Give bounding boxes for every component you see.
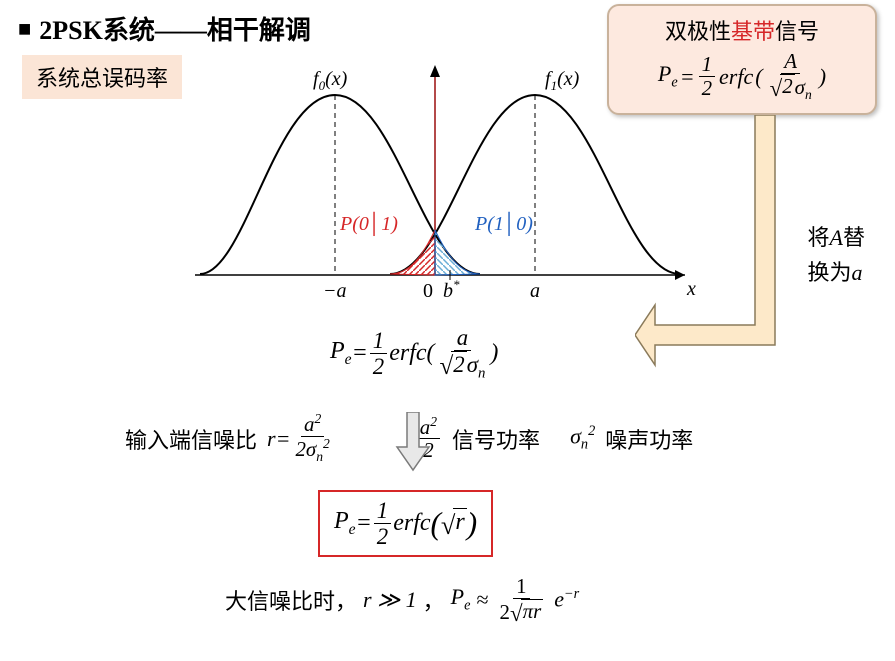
page-title: ■ 2PSK系统——相干解调 xyxy=(18,10,311,47)
svg-text:b*: b* xyxy=(443,277,460,302)
pdf-chart: f0(x) f1(x) P(0│1) P(1│0) −a 0 b* a x xyxy=(185,55,705,305)
chart-svg: f0(x) f1(x) P(0│1) P(1│0) −a 0 b* a x xyxy=(185,55,705,315)
info-box-title: 双极性基带信号 xyxy=(619,14,865,46)
svg-text:a: a xyxy=(530,280,540,302)
svg-text:P(0│1): P(0│1) xyxy=(339,211,398,237)
svg-text:0: 0 xyxy=(423,280,433,302)
svg-text:P(1│0): P(1│0) xyxy=(474,211,533,237)
svg-text:f1(x): f1(x) xyxy=(545,68,580,93)
title-text: 2PSK系统——相干解调 xyxy=(39,10,311,47)
formula-pe-a: Pe = 12 erfc ( a √2σn ) xyxy=(330,325,498,382)
svg-text:x: x xyxy=(686,278,696,300)
side-replace-text: 将A替 换为a xyxy=(808,220,865,290)
svg-text:−a: −a xyxy=(323,280,347,302)
title-bullet: ■ xyxy=(18,16,31,42)
svg-text:f0(x): f0(x) xyxy=(313,68,348,93)
boxed-formula: Pe = 12 erfc ( √r ) xyxy=(318,490,493,557)
subtitle-box: 系统总误码率 xyxy=(22,55,182,99)
down-arrow-icon xyxy=(395,412,431,477)
final-approx: 大信噪比时， r ≫ 1 ， Pe ≈ 1 2√πr e−r xyxy=(225,575,579,624)
